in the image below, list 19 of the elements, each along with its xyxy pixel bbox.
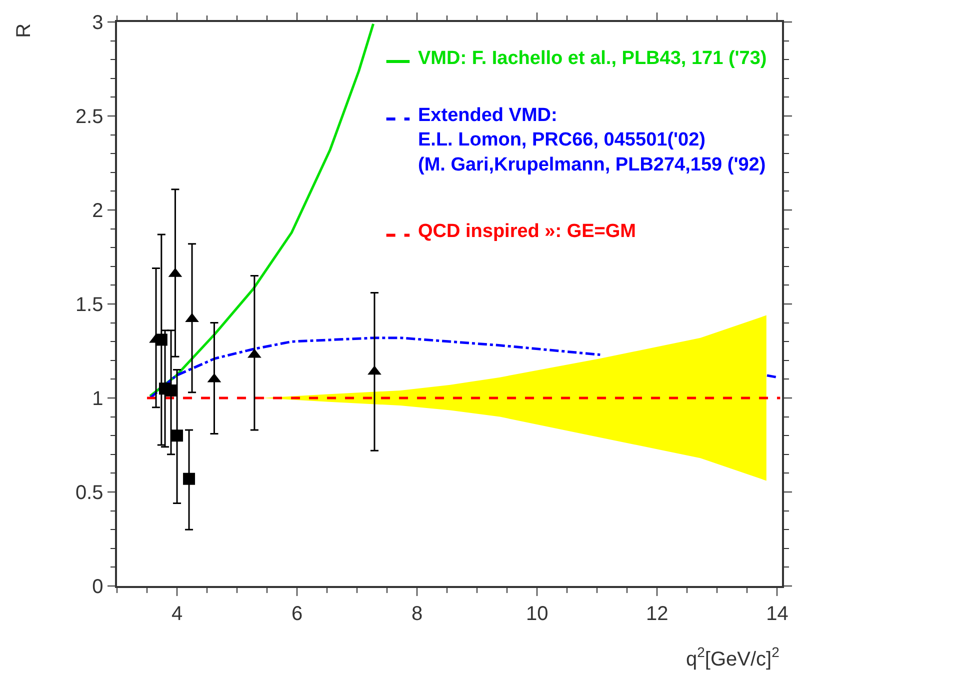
y-tick-label: 3 [92, 12, 104, 34]
x-tick-label: 14 [766, 602, 788, 625]
line-series [148, 22, 375, 398]
y-tick-label: 1 [92, 388, 104, 410]
x-tick-label: 6 [291, 602, 303, 625]
legend-label: QCD inspired »: GE=GM [418, 221, 636, 242]
y-tick-label: 2.5 [75, 106, 104, 128]
y-tick-label: 0 [92, 576, 104, 598]
y-axis-title: R [12, 23, 35, 38]
x-tick-label: 10 [526, 602, 548, 625]
x-axis-title: q$^{2}$[GeV/c]$^{2}$ [686, 644, 780, 670]
legend-label: Extended VMD: E.L. Lomon, PRC66, 045501('02) (M. Gari,Krupelmann, PLB274,159 ('92) [418, 105, 766, 176]
y-tick-label: 1.5 [75, 294, 104, 316]
y-tick-label: 2 [92, 200, 104, 222]
legend-label: VMD: F. Iachello et al., PLB43, 171 ('73) [418, 48, 767, 69]
x-tick-label: 4 [171, 602, 183, 625]
x-tick-label: 8 [412, 602, 423, 625]
y-tick-label: 0.5 [75, 482, 104, 504]
x-tick-label: 12 [646, 602, 668, 625]
